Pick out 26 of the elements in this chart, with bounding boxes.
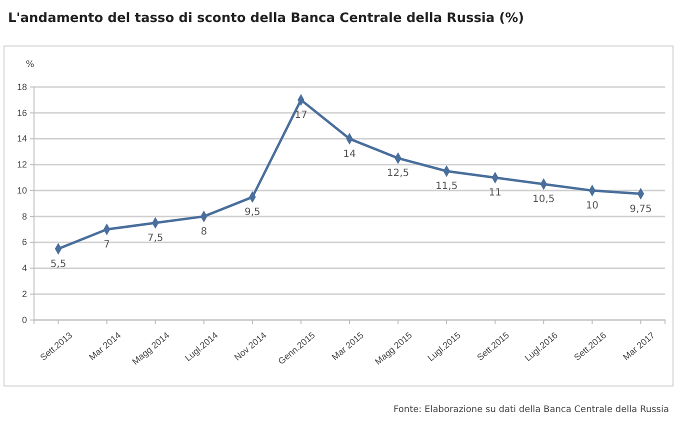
data-label: 10 [586,200,599,212]
data-label: 8 [200,226,208,238]
y-tick-label: 2 [22,288,27,299]
data-label: 14 [343,148,356,160]
data-label: 11,5 [435,181,458,192]
y-tick-label: 16 [16,108,27,118]
y-tick-label: 10 [16,185,27,196]
data-label: 11 [488,188,502,199]
data-label: 10,5 [532,194,555,206]
data-label: 7,5 [147,232,164,244]
data-label: 9,75 [630,204,652,215]
source-note: Fonte: Elaborazione su dati della Banca Centrale della Russia [394,405,669,415]
data-label: 7 [104,239,110,250]
data-label: 5,5 [50,258,66,270]
y-axis-title: % [26,60,35,70]
data-label: 12,5 [386,168,410,180]
y-tick-label: 14 [16,134,27,144]
data-label: 17 [294,110,308,121]
data-label: 9,5 [244,207,260,218]
y-tick-label: 8 [22,211,27,222]
y-tick-label: 4 [22,263,27,274]
y-tick-label: 0 [22,314,27,325]
chart-title: L'andamento del tasso di sconto della Banca Centrale della Russia (%) [8,11,524,26]
y-tick-label: 18 [16,82,27,92]
y-tick-label: 12 [16,160,27,170]
y-tick-label: 6 [22,237,27,248]
